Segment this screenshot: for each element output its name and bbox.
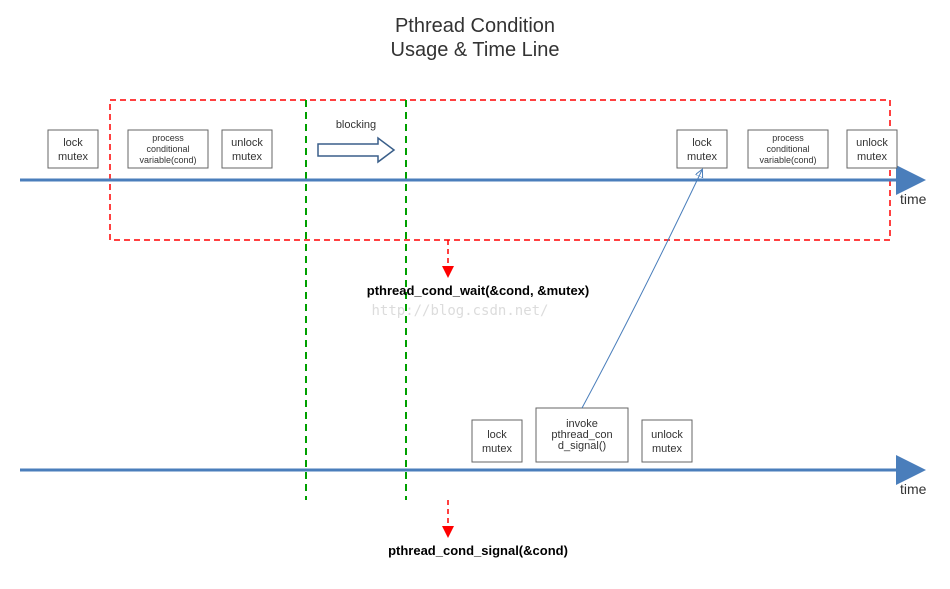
title-line1: Pthread Condition [395,15,555,37]
svg-text:unlock: unlock [856,137,888,149]
box-lock-mutex-b [472,420,522,462]
box-unlock-mutex-b [642,420,692,462]
svg-text:mutex: mutex [857,151,887,163]
svg-text:lock: lock [63,137,83,149]
svg-text:process: process [772,133,804,143]
blocking-arrow [318,138,394,162]
svg-text:d_signal(): d_signal() [558,440,606,452]
timeline-bottom-label: time [900,481,927,497]
svg-text:mutex: mutex [58,151,88,163]
red-dashed-region [110,100,890,240]
svg-text:lock: lock [487,429,507,441]
title-line2: Usage & Time Line [391,39,560,61]
svg-text:unlock: unlock [651,429,683,441]
signal-call-label: pthread_cond_signal(&cond) [388,543,568,558]
svg-text:unlock: unlock [231,137,263,149]
signal-to-wake-curve [582,170,702,408]
svg-text:variable(cond): variable(cond) [759,155,816,165]
svg-text:mutex: mutex [652,443,682,455]
svg-text:process: process [152,133,184,143]
svg-text:mutex: mutex [232,151,262,163]
blocking-label: blocking [336,119,376,131]
svg-text:lock: lock [692,137,712,149]
watermark: http://blog.csdn.net/ [371,303,548,319]
svg-text:mutex: mutex [687,151,717,163]
wait-call-label: pthread_cond_wait(&cond, &mutex) [367,283,589,298]
timeline-top-label: time [900,191,927,207]
svg-text:variable(cond): variable(cond) [139,155,196,165]
svg-text:conditional: conditional [146,144,189,154]
svg-text:mutex: mutex [482,443,512,455]
svg-text:conditional: conditional [766,144,809,154]
